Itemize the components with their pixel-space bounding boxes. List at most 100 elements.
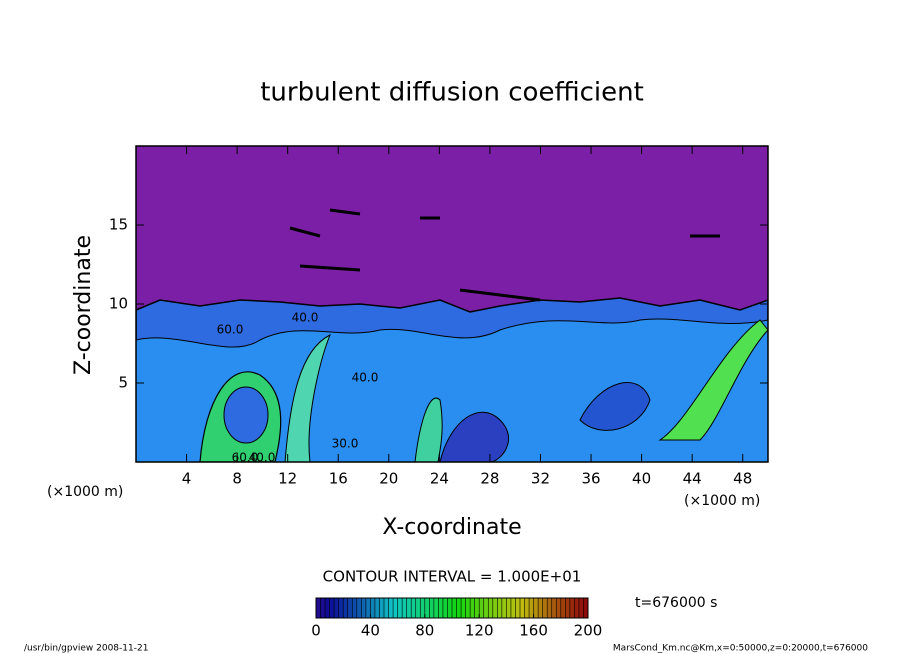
colorbar-swatch [325,598,331,618]
x-tick-label: 4 [182,470,192,488]
field [136,146,768,462]
colorbar-swatch [370,598,376,618]
colorbar-swatch [384,598,390,618]
contour-label: 30.0 [332,437,359,451]
y-tick-label: 5 [118,374,128,392]
colorbar-swatch [433,598,439,618]
colorbar-swatch [452,598,458,618]
colorbar-swatch [429,598,435,618]
colorbar-swatch [393,598,399,618]
colorbar-swatch [361,598,367,618]
x-tick-label: 36 [581,470,600,488]
colorbar-tick-label: 120 [465,622,494,640]
chart-title: turbulent diffusion coefficient [260,78,644,108]
contour-label: 60.0 [217,323,244,337]
colorbar-swatch [492,598,498,618]
contour-label: 40.0 [292,311,319,325]
x-tick-label: 8 [232,470,242,488]
x-tick-label: 28 [480,470,499,488]
colorbar-swatch [338,598,344,618]
colorbar-swatch [320,598,326,618]
colorbar-swatch [415,598,421,618]
colorbar-swatch [583,598,589,618]
colorbar-tick-label: 80 [415,622,434,640]
colorbar-swatch [420,598,426,618]
colorbar-swatch [479,598,485,618]
colorbar-swatch [374,598,380,618]
x-tick-label: 12 [278,470,297,488]
colorbar-swatch [547,598,553,618]
colorbar-swatch [388,598,394,618]
colorbar-swatch [352,598,358,618]
colorbar-swatch [379,598,385,618]
x-tick-label: 40 [632,470,651,488]
colorbar-swatch [329,598,335,618]
colorbar-swatch [424,598,430,618]
colorbar-swatch [343,598,349,618]
footer-right: MarsCond_Km.nc@Km,x=0:50000,z=0:20000,t=… [613,644,868,654]
colorbar-swatch [402,598,408,618]
colorbar-tick-label: 40 [361,622,380,640]
y-tick-label: 10 [109,295,128,313]
x-tick-label: 44 [683,470,702,488]
colorbar-swatch [497,598,503,618]
colorbar-swatch [438,598,444,618]
colorbar-swatch [474,598,480,618]
colorbar-swatch [569,598,575,618]
colorbar-swatch [520,598,526,618]
colorbar-swatch [501,598,507,618]
contour-interval: CONTOUR INTERVAL = 1.000E+01 [323,568,582,586]
colorbar-swatch [542,598,548,618]
colorbar-swatch [442,598,448,618]
footer-left: /usr/bin/gpview 2008-11-21 [24,644,148,654]
y-unit: (×1000 m) [47,484,123,500]
colorbar-tick-label: 200 [574,622,603,640]
contour-label: 40.0 [249,451,276,465]
colorbar-swatch [334,598,340,618]
x-unit: (×1000 m) [684,493,760,509]
colorbar-swatch [316,598,322,618]
x-tick-label: 16 [329,470,348,488]
contour-label: 40.0 [352,371,379,385]
colorbar-swatch [551,598,557,618]
colorbar-swatch [533,598,539,618]
time-label: t=676000 s [635,595,717,611]
colorbar-swatch [406,598,412,618]
colorbar-swatch [565,598,571,618]
x-tick-label: 20 [379,470,398,488]
colorbar-swatch [515,598,521,618]
colorbar-swatch [488,598,494,618]
x-axis-label: X-coordinate [382,515,521,540]
colorbar-swatch [465,598,471,618]
colorbar-swatch [560,598,566,618]
contour-label: 60.0 [232,451,259,465]
colorbar-swatch [461,598,467,618]
colorbar-swatch [456,598,462,618]
colorbar-swatch [483,598,489,618]
colorbar-swatch [529,598,535,618]
y-axis-label: Z-coordinate [71,235,96,375]
colorbar-tick-label: 160 [519,622,548,640]
colorbar-swatch [524,598,530,618]
colorbar-swatch [397,598,403,618]
y-tick-label: 15 [109,216,128,234]
colorbar-swatch [347,598,353,618]
colorbar-swatch [578,598,584,618]
colorbar-tick-label: 0 [311,622,321,640]
colorbar-swatch [556,598,562,618]
colorbar-swatch [447,598,453,618]
x-tick-label: 24 [430,470,449,488]
colorbar [315,598,589,618]
x-tick-label: 48 [733,470,752,488]
x-tick-label: 32 [531,470,550,488]
colorbar-swatch [411,598,417,618]
colorbar-swatch [356,598,362,618]
colorbar-swatch [510,598,516,618]
colorbar-swatch [538,598,544,618]
colorbar-swatch [470,598,476,618]
colorbar-swatch [574,598,580,618]
colorbar-swatch [506,598,512,618]
colorbar-swatch [365,598,371,618]
colorbar-frame [315,597,589,619]
